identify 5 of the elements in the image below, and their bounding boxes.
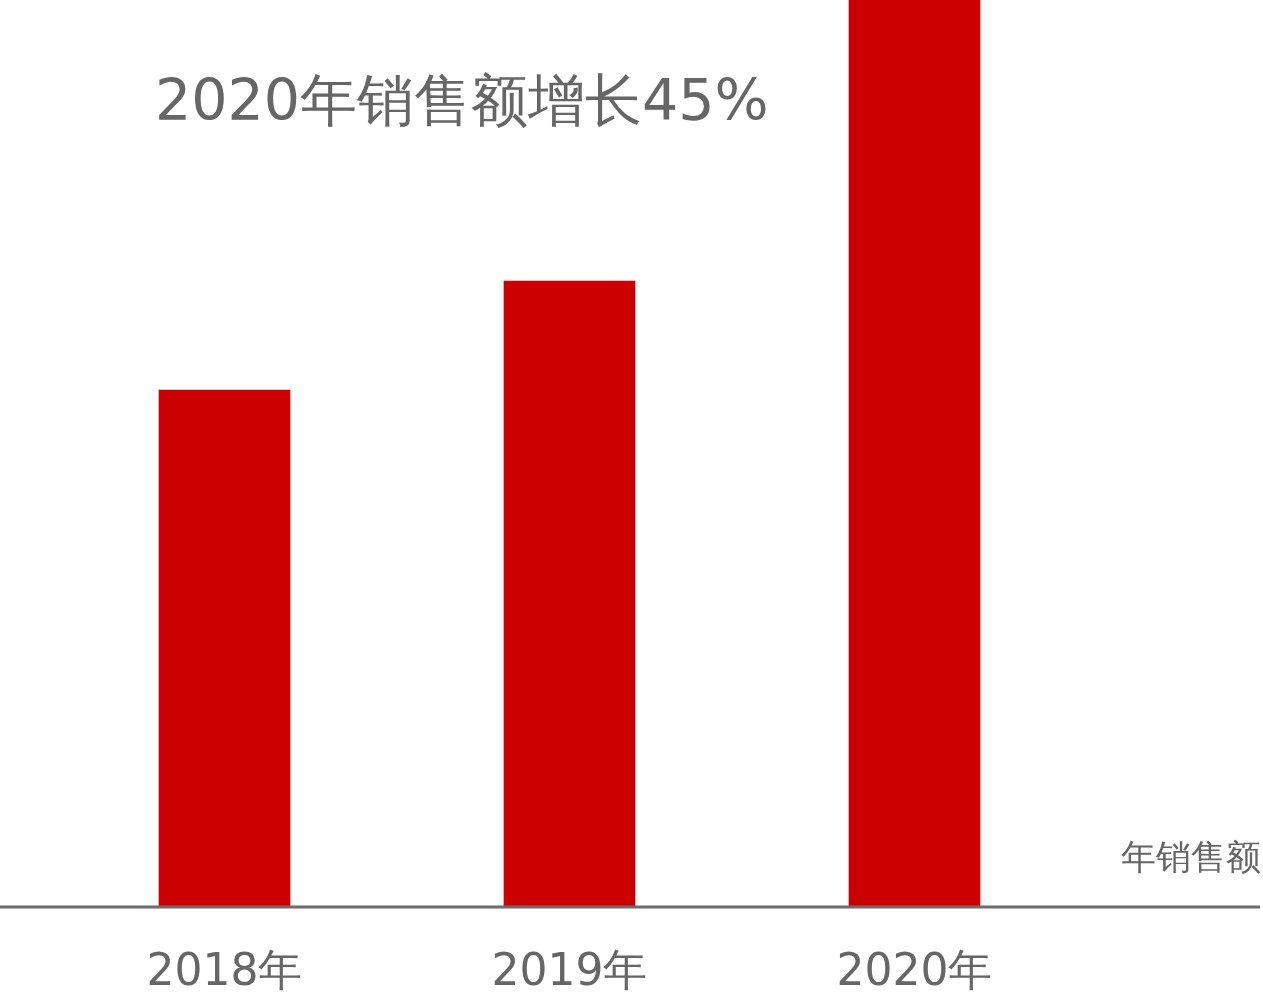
x-tick-label: 2018年 [146,943,303,995]
text: 2020年销售额增长45% [155,67,769,133]
x-axis-title: 年销售额 [1121,837,1261,877]
x-tick-label: 2019年 [491,943,648,995]
x-tick-label: 2020年 [836,943,993,995]
